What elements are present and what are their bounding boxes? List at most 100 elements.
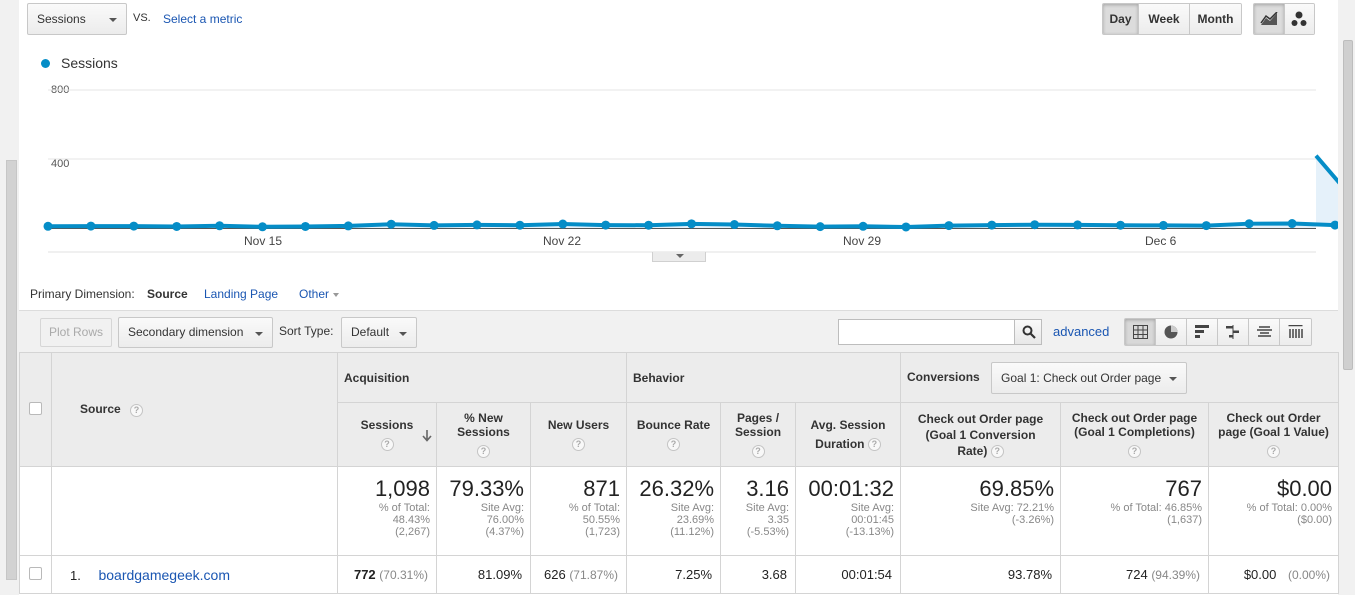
sessions-point	[558, 219, 568, 229]
conversions-label: Conversions	[907, 369, 980, 384]
plot-rows-button[interactable]: Plot Rows	[40, 318, 112, 347]
goal-select-label: Goal 1: Check out Order page	[1001, 370, 1162, 385]
help-icon[interactable]: ?	[990, 444, 1004, 458]
total-conv-rate: 69.85% Site Avg: 72.21% (-3.26%)	[900, 466, 1062, 556]
select-all-checkbox[interactable]	[29, 401, 42, 415]
goal1-completions-column-header[interactable]: Check out Order page (Goal 1 Completions…	[1060, 402, 1210, 467]
select-metric-link[interactable]: Select a metric	[163, 12, 243, 26]
row-value: $0.00 (0.00%)	[1208, 555, 1340, 594]
sessions-area	[48, 155, 1338, 228]
goal-select-dropdown[interactable]: Goal 1: Check out Order page	[991, 361, 1188, 394]
source-header-label: Source	[80, 402, 121, 417]
total-new-users: 871 % of Total: 50.55% (1,723)	[529, 466, 628, 556]
total-avg-duration-value: 00:01:32	[808, 476, 895, 501]
total-bounce-rate-l1: Site Avg:	[670, 502, 715, 514]
chevron-down-icon	[399, 332, 407, 336]
sessions-column-header[interactable]: Sessions ?	[337, 402, 437, 467]
total-bounce-rate-l3: (11.12%)	[670, 526, 715, 538]
total-bounce-rate: 26.32% Site Avg: 23.69% (11.12%)	[626, 466, 722, 556]
total-pages-session-l2: 3.35	[767, 514, 790, 526]
avg-duration-header-wrap: Avg. Session Duration ?	[796, 416, 900, 454]
total-pages-session-l1: Site Avg:	[745, 502, 790, 514]
secondary-dimension-label: Secondary dimension	[128, 325, 244, 339]
line-chart-button[interactable]	[1254, 4, 1285, 34]
help-icon[interactable]: ?	[1128, 445, 1142, 459]
total-new-sessions-l1: Site Avg:	[480, 502, 524, 514]
source-column-header[interactable]: Source ?	[51, 352, 338, 467]
metric-dropdown-label: Sessions	[37, 12, 86, 26]
data-table-view-button[interactable]	[1125, 319, 1156, 345]
help-icon[interactable]: ?	[751, 445, 765, 459]
sessions-point	[1116, 220, 1125, 230]
search-button[interactable]	[1014, 319, 1042, 345]
chevron-down-icon	[109, 18, 117, 22]
row-source-cell: 1. boardgamegeek.com	[51, 555, 338, 594]
goal1-conversion-rate-column-header[interactable]: Check out Order page (Goal 1 Conversion …	[900, 402, 1062, 467]
row-source-link[interactable]: boardgamegeek.com	[98, 566, 230, 583]
sort-type-dropdown[interactable]: Default	[341, 317, 417, 348]
primary-dimension-other[interactable]: Other	[299, 287, 330, 301]
sessions-point	[1073, 220, 1083, 230]
period-day-button[interactable]: Day	[1103, 4, 1139, 34]
sessions-point	[172, 221, 182, 231]
total-conv-rate-l1: Site Avg: 72.21%	[970, 502, 1055, 514]
sessions-point	[1030, 220, 1040, 230]
total-avg-duration: 00:01:32 Site Avg: 00:01:45 (-13.13%)	[795, 466, 902, 556]
table-search-input[interactable]	[838, 319, 1015, 345]
x-tick-nov22: Nov 22	[543, 234, 582, 248]
goal1-value-column-header[interactable]: Check out Order page (Goal 1 Value) ?	[1208, 402, 1340, 467]
x-tick-nov29: Nov 29	[843, 234, 882, 248]
avg-duration-header-label: Avg. Session Duration	[810, 417, 886, 451]
sessions-point	[858, 221, 868, 231]
bounce-rate-column-header[interactable]: Bounce Rate ?	[626, 402, 722, 467]
value-header-label: Check out Order page (Goal 1 Value)	[1218, 410, 1329, 439]
help-icon[interactable]: ?	[667, 438, 681, 452]
sessions-point	[987, 220, 997, 230]
total-bounce-rate-value: 26.32%	[639, 476, 715, 501]
period-month-button[interactable]: Month	[1190, 4, 1241, 34]
avg-session-duration-column-header[interactable]: Avg. Session Duration ?	[795, 402, 902, 467]
new-sessions-column-header[interactable]: % New Sessions ?	[436, 402, 531, 467]
total-new-users-value: 871	[583, 476, 621, 501]
sessions-point	[386, 219, 396, 229]
help-icon[interactable]: ?	[477, 445, 490, 459]
performance-view-button[interactable]	[1187, 319, 1218, 345]
left-scrollbar[interactable]	[6, 160, 17, 580]
secondary-dimension-dropdown[interactable]: Secondary dimension	[118, 317, 273, 348]
motion-chart-button[interactable]	[1285, 4, 1314, 34]
sort-descending-icon[interactable]	[422, 430, 432, 442]
total-avg-duration-l1: Site Avg:	[850, 502, 895, 514]
row-checkbox[interactable]	[29, 566, 42, 580]
chart-collapse-toggle[interactable]	[652, 252, 706, 262]
chevron-down-icon	[676, 254, 684, 258]
help-icon[interactable]: ?	[1267, 445, 1281, 459]
term-cloud-view-button[interactable]	[1249, 319, 1280, 345]
page-scrollbar[interactable]	[1343, 40, 1353, 370]
advanced-filter-link[interactable]: advanced	[1053, 324, 1110, 339]
pivot-table-icon	[1288, 325, 1303, 338]
pivot-view-button[interactable]	[1280, 319, 1311, 345]
table-row: 1. boardgamegeek.com 772 (70.31%) 81.09%…	[19, 555, 1340, 594]
sessions-point	[1158, 220, 1168, 230]
help-icon[interactable]: ?	[380, 438, 394, 452]
pages-session-column-header[interactable]: Pages / Session ?	[720, 402, 797, 467]
help-icon[interactable]: ?	[130, 403, 144, 417]
sessions-point	[1287, 219, 1297, 229]
primary-dimension-landing-page[interactable]: Landing Page	[204, 287, 279, 301]
period-week-button[interactable]: Week	[1139, 4, 1190, 34]
sessions-point	[772, 221, 782, 231]
total-sessions-l1: % of Total:	[378, 502, 430, 514]
help-icon[interactable]: ?	[867, 437, 881, 451]
acquisition-group-header: Acquisition	[336, 352, 628, 403]
new-users-column-header[interactable]: New Users ?	[529, 402, 628, 467]
sessions-point	[944, 221, 954, 231]
comparison-view-button[interactable]	[1218, 319, 1249, 345]
row-completions-pct: (94.39%)	[1151, 568, 1201, 582]
acquisition-label: Acquisition	[344, 370, 410, 385]
bar-chart-icon	[1195, 325, 1209, 338]
table-grid-icon	[1133, 325, 1148, 339]
metric-dropdown[interactable]: Sessions	[27, 3, 127, 35]
total-sessions-l2: 48.43%	[392, 514, 430, 526]
pie-view-button[interactable]	[1156, 319, 1187, 345]
help-icon[interactable]: ?	[572, 438, 585, 452]
